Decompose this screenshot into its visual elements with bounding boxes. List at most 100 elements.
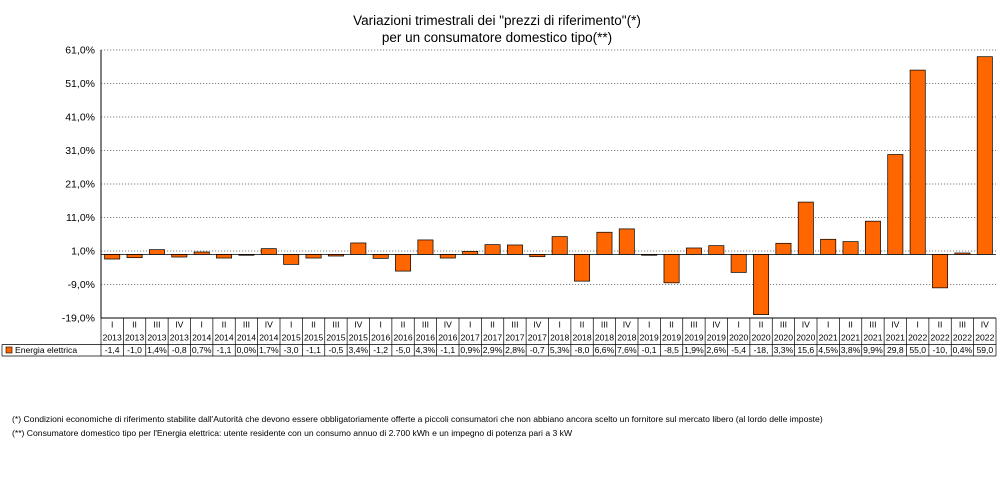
data-table: I2013-1,4II2013-1,0III20131,4%IV2013-0,8… [1,318,997,357]
x-tick-quarter: III [959,320,966,330]
x-tick-year: 2020 [774,333,793,343]
x-tick-quarter: II [669,320,674,330]
x-tick-quarter: I [379,320,381,330]
x-tick-year: 2013 [147,333,166,343]
bar [484,244,501,255]
x-tick-year: 2022 [908,333,927,343]
x-tick-year: 2017 [528,333,547,343]
bar [618,228,635,255]
x-tick-quarter: IV [623,320,631,330]
x-tick-quarter: III [601,320,608,330]
bar [551,236,568,255]
data-label: -8,5 [664,345,679,355]
x-tick-year: 2021 [841,333,860,343]
x-tick-quarter: III [511,320,518,330]
x-tick-year: 2015 [349,333,368,343]
x-tick-year: 2016 [416,333,435,343]
footnote-2: (**) Consumatore domestico tipo per l'En… [12,428,573,438]
x-tick-quarter: II [938,320,943,330]
x-tick-quarter: III [243,320,250,330]
data-label: -0,1 [642,345,657,355]
y-tick-label: -19,0% [62,313,95,325]
bar [775,242,792,255]
bar [260,248,277,255]
x-tick-year: 2018 [550,333,569,343]
x-tick-year: 2021 [886,333,905,343]
data-label: -0,8 [172,345,187,355]
data-label: 4,5% [818,345,838,355]
y-tick-label: -9,0% [68,279,95,291]
x-tick-year: 2015 [326,333,345,343]
x-tick-quarter: III [690,320,697,330]
bar [104,254,121,260]
x-tick-quarter: II [490,320,495,330]
x-tick-quarter: IV [533,320,541,330]
x-tick-quarter: I [916,320,918,330]
x-tick-year: 2018 [573,333,592,343]
bar [753,254,770,316]
x-tick-quarter: III [332,320,339,330]
x-tick-quarter: I [200,320,202,330]
data-label: 15,6 [797,345,814,355]
data-label: -18, [754,345,769,355]
data-label: 1,4% [147,345,167,355]
x-tick-year: 2019 [684,333,703,343]
bar [283,254,300,265]
x-tick-year: 2021 [819,333,838,343]
data-label: -1,4 [105,345,120,355]
x-tick-year: 2013 [125,333,144,343]
x-tick-quarter: III [780,320,787,330]
data-label: -0,7 [530,345,545,355]
x-tick-quarter: II [401,320,406,330]
x-tick-quarter: IV [802,320,810,330]
x-tick-quarter: I [469,320,471,330]
x-tick-quarter: II [311,320,316,330]
data-label: -1,1 [217,345,232,355]
x-tick-quarter: IV [981,320,989,330]
x-tick-year: 2013 [170,333,189,343]
x-tick-quarter: I [111,320,113,330]
y-tick-label: 21,0% [65,179,95,191]
x-tick-year: 2017 [461,333,480,343]
x-tick-year: 2014 [192,333,211,343]
bar [216,254,233,259]
y-tick-label: 11,0% [66,212,95,224]
data-label: -8,0 [575,345,590,355]
x-tick-year: 2014 [215,333,234,343]
data-label: -10, [933,345,948,355]
x-tick-year: 2020 [729,333,748,343]
bar [395,254,412,272]
x-tick-quarter: IV [175,320,183,330]
x-tick-year: 2018 [617,333,636,343]
bar [574,254,591,282]
x-tick-year: 2019 [662,333,681,343]
data-label: -1,0 [127,345,142,355]
y-tick-label: 41,0% [65,112,95,124]
data-label: 7,6% [617,345,637,355]
data-label: 6,6% [595,345,615,355]
data-label: 9,9% [863,345,883,355]
bar [126,254,143,259]
x-tick-quarter: I [558,320,560,330]
x-tick-quarter: II [759,320,764,330]
x-tick-quarter: I [290,320,292,330]
x-tick-quarter: I [827,320,829,330]
chart-title-line-2: per un consumatore domestico tipo(**) [382,30,612,45]
data-label: -0,5 [329,345,344,355]
bar [439,254,456,259]
bar [708,245,725,255]
bar [462,250,479,255]
data-label: -3,0 [284,345,299,355]
data-label: 1,7% [259,345,279,355]
y-tick-label: 31,0% [65,145,95,157]
bar [864,220,881,255]
y-tick-label: 1,0% [71,246,95,258]
x-tick-year: 2014 [259,333,278,343]
data-label: 2,6% [707,345,727,355]
bar [506,244,523,255]
x-tick-year: 2013 [103,333,122,343]
chart-title-line-1: Variazioni trimestrali dei "prezzi di ri… [353,13,641,28]
x-tick-year: 2018 [595,333,614,343]
data-label: -1,1 [440,345,455,355]
x-tick-year: 2021 [863,333,882,343]
